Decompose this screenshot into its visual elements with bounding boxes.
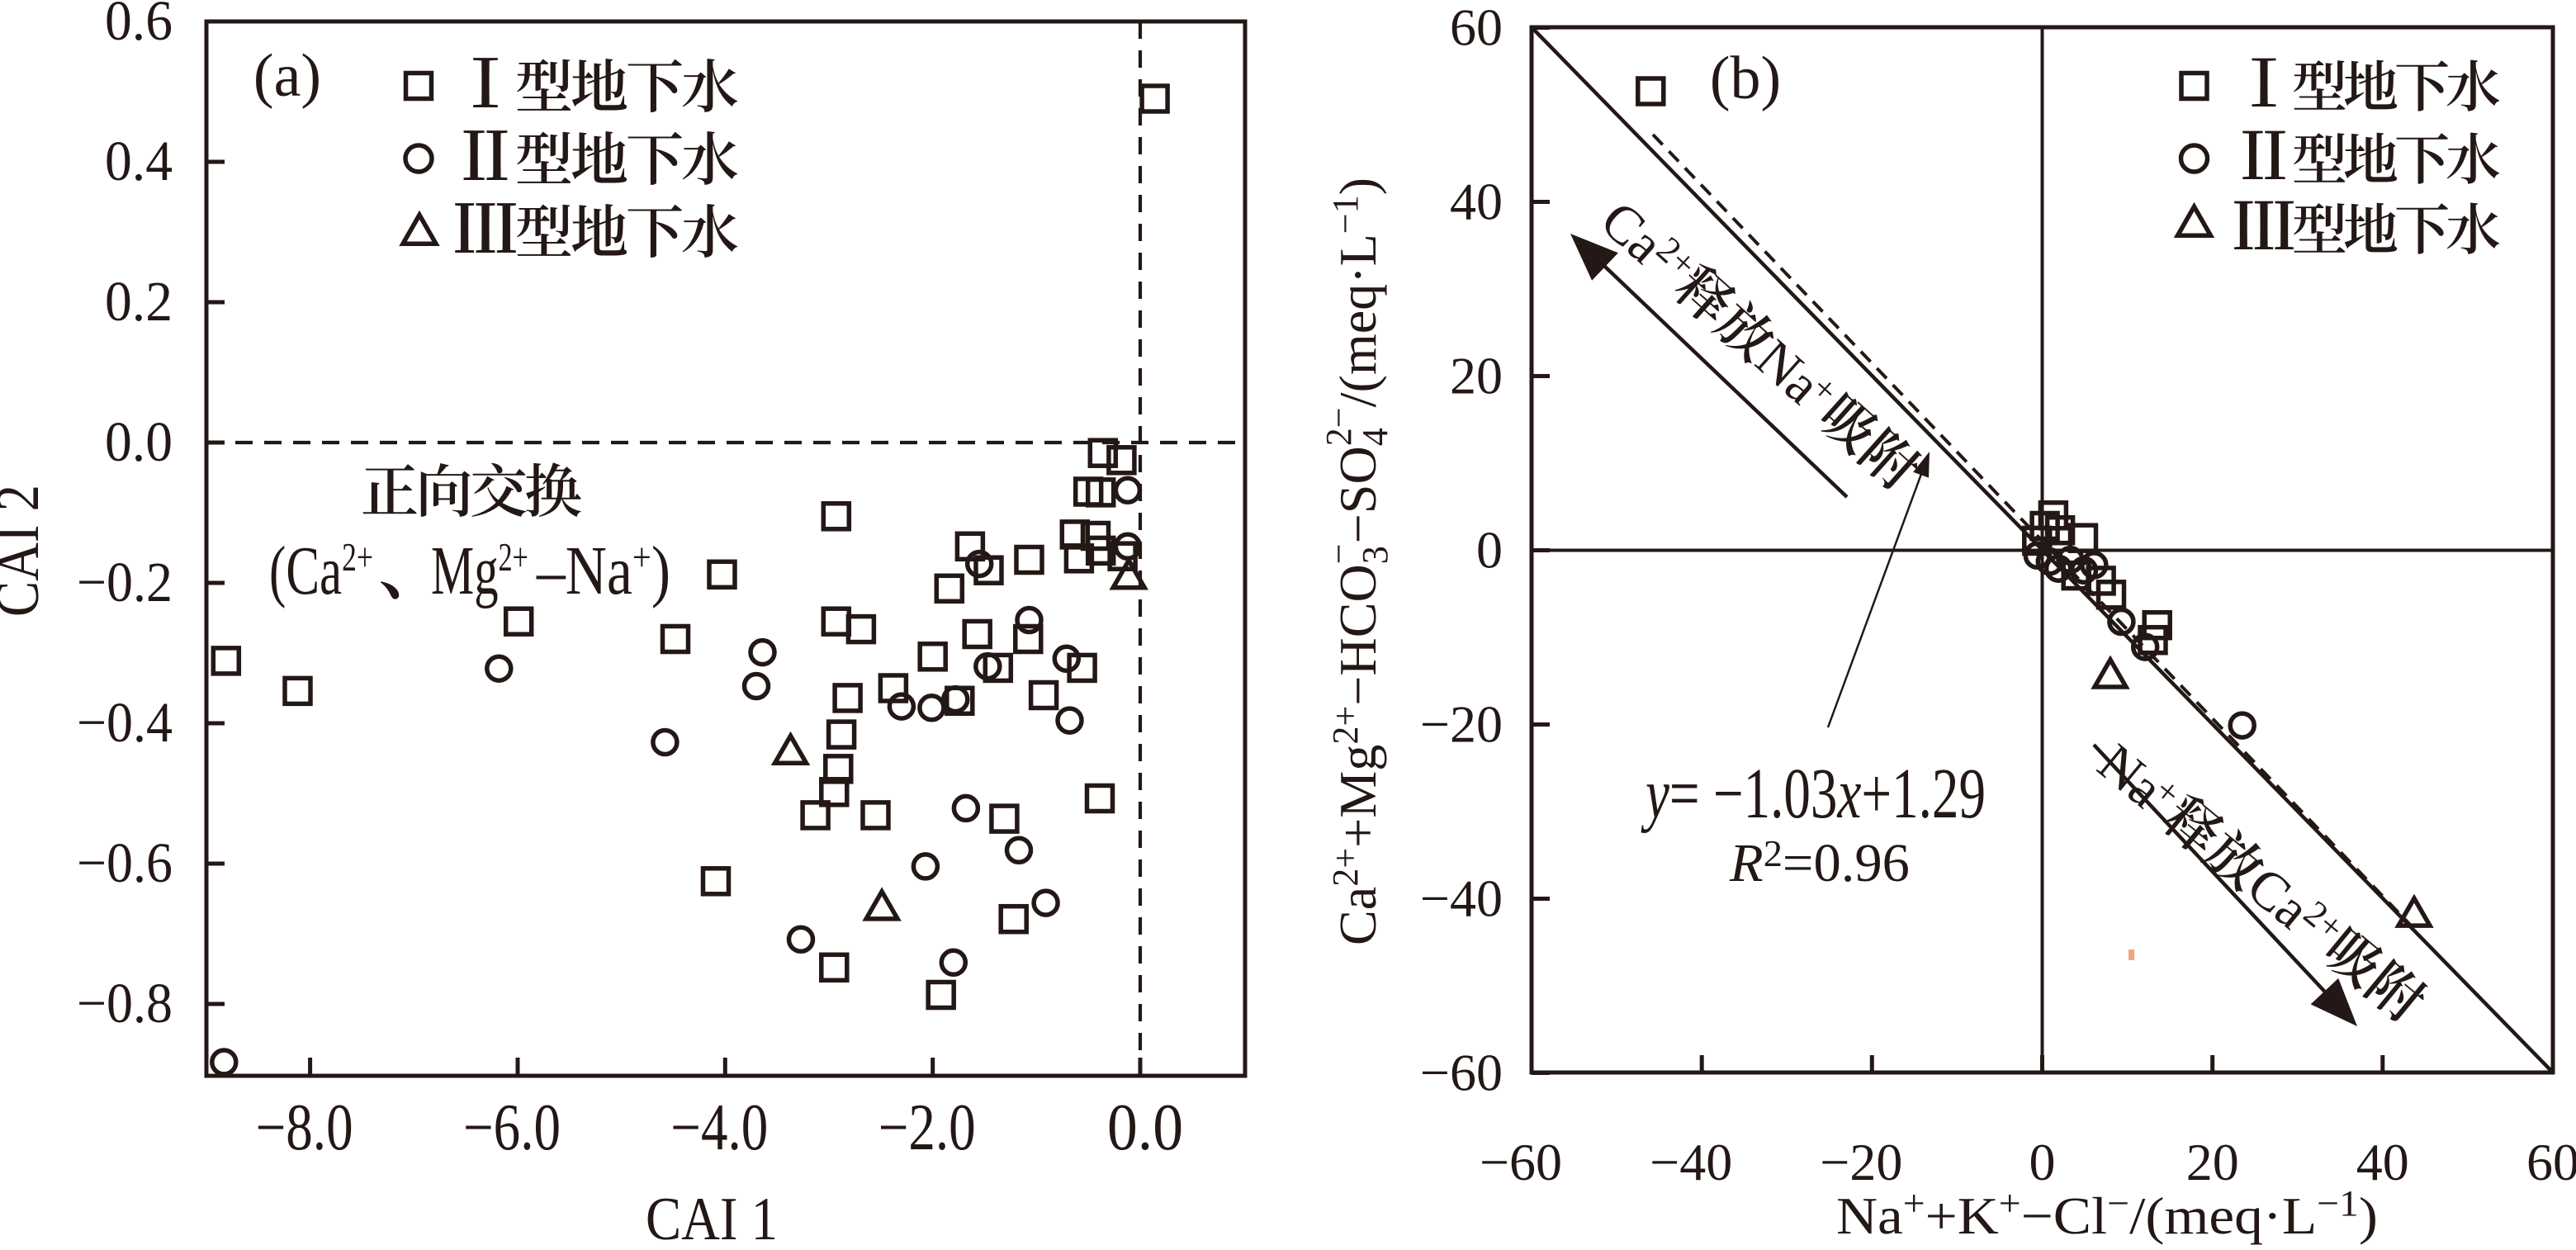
svg-text:Na++K+−Cl−/(meq·L−1): Na ++K +−Cl −/(meq·L −1) [1836, 1183, 2378, 1245]
svg-text:0.2: 0.2 [105, 270, 173, 333]
svg-text:0.0: 0.0 [1107, 1091, 1183, 1164]
svg-text:(b): (b) [1710, 45, 1781, 112]
svg-text:−60: −60 [1420, 1044, 1503, 1102]
svg-text:Mg2+: Mg2+ [431, 533, 528, 609]
svg-text:−20: −20 [1420, 695, 1503, 754]
svg-text:−40: −40 [1420, 869, 1503, 928]
svg-text:Na+: Na+ [2086, 732, 2188, 831]
svg-text:20: 20 [1450, 347, 1503, 405]
svg-text:(a): (a) [253, 42, 321, 110]
svg-text:40: 40 [2356, 1133, 2409, 1191]
svg-text:Ca2+: Ca2+ [1589, 188, 1705, 301]
svg-text:−0.4: −0.4 [77, 691, 173, 754]
svg-text:60: 60 [1450, 0, 1503, 57]
svg-text:−6.0: −6.0 [463, 1091, 561, 1164]
svg-text:0.0: 0.0 [105, 410, 173, 473]
svg-text:0: 0 [2029, 1133, 2056, 1191]
svg-text:−0.8: −0.8 [77, 972, 173, 1035]
svg-text:−2.0: −2.0 [878, 1091, 976, 1164]
svg-text:20: 20 [2186, 1133, 2239, 1191]
svg-text:0.4: 0.4 [105, 130, 173, 192]
svg-text:R2=0.96: R2=0.96 [1729, 832, 1910, 893]
svg-text:−60: −60 [1480, 1133, 1562, 1191]
svg-text:−4.0: −4.0 [670, 1091, 768, 1164]
svg-text:CAI 2: CAI 2 [0, 485, 52, 617]
svg-text:40: 40 [1450, 173, 1503, 231]
svg-text:Ca2++Mg2+−HCO3−−SO42−/(meq·L−1: Ca2++Mg2+−HCO3−−SO42−/(meq·L−1) [1319, 178, 1395, 945]
svg-text:–Na+): –Na+) [536, 533, 670, 609]
svg-text:−0.2: −0.2 [77, 551, 173, 613]
svg-text:−0.6: −0.6 [77, 831, 173, 894]
svg-text:−40: −40 [1650, 1133, 1732, 1191]
svg-text:0.6: 0.6 [105, 0, 173, 52]
svg-text:−8.0: −8.0 [256, 1091, 353, 1164]
svg-text:(Ca2+: (Ca2+ [269, 533, 373, 609]
svg-text:CAI 1: CAI 1 [646, 1186, 778, 1250]
svg-text:60: 60 [2526, 1133, 2576, 1191]
svg-text:0: 0 [1476, 521, 1503, 580]
svg-text:y= −1.03x+1.29: y= −1.03x+1.29 [1641, 753, 1986, 833]
svg-text:−20: −20 [1820, 1133, 1902, 1191]
